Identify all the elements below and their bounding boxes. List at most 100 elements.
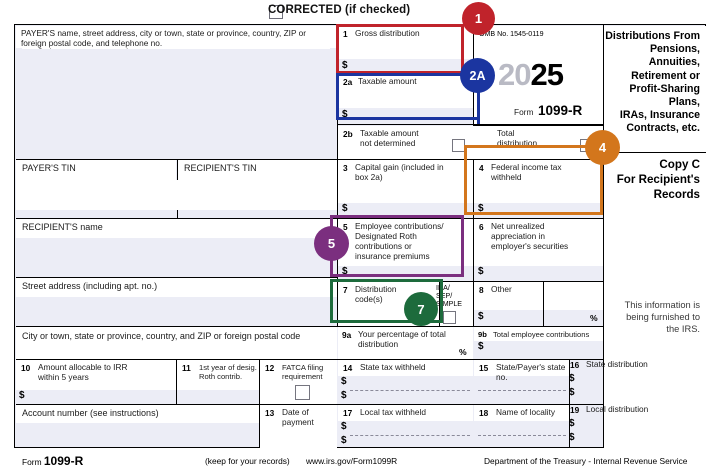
recipient-name-labelbg [16, 219, 337, 238]
box-4-number: 4 [479, 163, 484, 173]
rule-b7-top [337, 281, 603, 282]
box-19[interactable]: 19 Local distribution $ $ [569, 404, 720, 449]
box-9b-number: 9b [478, 330, 487, 339]
irs-notice-3: the IRS. [666, 324, 700, 334]
title-line-5: IRAs, Insurance [619, 109, 700, 122]
box-10[interactable]: 10 Amount allocable to IRR within 5 year… [16, 360, 176, 404]
corrected-checkbox[interactable] [269, 5, 283, 19]
box-10-label-1: Amount allocable to IRR [38, 362, 128, 372]
box-17-labelbg [338, 405, 473, 421]
box-7-number: 7 [343, 285, 348, 295]
box-11-label-1: 1st year of desig. [199, 363, 257, 372]
box-16-label: State distribution [586, 359, 648, 369]
box-19-dollar-2: $ [569, 432, 575, 443]
rule-title-bottom [604, 152, 706, 153]
box-11-label-2: Roth contrib. [199, 372, 243, 381]
box-3-dollar: $ [342, 203, 348, 214]
box-1[interactable]: 1 Gross distribution $ [338, 26, 473, 73]
annotation-box-7 [330, 279, 443, 323]
street-address-cell[interactable]: Street address (including apt. no.) [16, 278, 337, 326]
box-12-number: 12 [265, 363, 275, 373]
box-9a-number: 9a [342, 330, 352, 340]
city-cell[interactable]: City or town, state or province, country… [16, 327, 337, 359]
box-15-labelbg [474, 360, 569, 376]
box-4-labelbg [474, 160, 603, 203]
box-14-dashline [350, 390, 470, 391]
recipient-tin-labelbg [178, 160, 337, 180]
box-8-label: Other [491, 284, 512, 294]
recipient-tin-label: RECIPIENT'S TIN [184, 163, 257, 173]
box-6[interactable]: 6 Net unrealized appreciation in employe… [474, 219, 603, 281]
box-9b[interactable]: 9b Total employee contributions $ [474, 327, 603, 359]
box-3-number: 3 [343, 163, 348, 173]
recipient-tin-cell[interactable]: RECIPIENT'S TIN [178, 160, 337, 218]
street-labelbg [16, 278, 337, 297]
box-6-dollar: $ [478, 266, 484, 277]
omb-cell: OMB No. 1545-0119 Form 1099-R [474, 26, 603, 125]
annotation-bubble-5: 5 [314, 226, 349, 261]
box-7-ira-3: SIMPLE [436, 300, 463, 308]
box-3-label-1: Capital gain (included in [355, 162, 444, 172]
box-14[interactable]: 14 State tax withheld $ $ [338, 360, 473, 404]
annotation-leg-2a [477, 90, 480, 124]
box-2b-label-2: not determined [360, 138, 416, 148]
corrected-label: CORRECTED (if checked) [268, 4, 411, 16]
title-line-1: Distributions From [605, 30, 700, 42]
box-15[interactable]: 15 State/Payer's state no. [474, 360, 569, 404]
box-10-dollar: $ [19, 390, 25, 401]
box-17[interactable]: 17 Local tax withheld $ $ [338, 405, 473, 448]
divider-b10-b11 [176, 360, 177, 404]
box-15-dashline [478, 390, 566, 391]
box-7-label-1: Distribution [355, 284, 397, 294]
box-18-labelbg [474, 405, 569, 421]
copy-sub-2: Records [653, 188, 700, 201]
box-1-label: Gross distribution [355, 28, 420, 38]
box-9a-label-1: Your percentage of total [358, 329, 446, 339]
box-12-label-2: requirement [282, 372, 323, 381]
annotation-bubble-2a: 2A [460, 58, 495, 93]
tax-year-bold: 25 [530, 57, 563, 92]
box-11-labelbg [177, 360, 259, 390]
box-6-label-2: appreciation in [491, 231, 545, 241]
box-15-number: 15 [479, 363, 489, 373]
divider-b11-b12 [259, 360, 260, 404]
box-2b-row[interactable]: 2b Taxable amount not determined Total d… [338, 126, 603, 159]
box-8-labelbg [474, 282, 603, 310]
box-13-label-2: payment [282, 417, 314, 427]
annotation-bubble-4: 4 [585, 130, 620, 165]
payer-tin-cell[interactable]: PAYER'S TIN [16, 160, 176, 218]
rule-row10-top [16, 359, 603, 360]
recipient-name-cell[interactable]: RECIPIENT'S name [16, 219, 337, 277]
box-3[interactable]: 3 Capital gain (included in box 2a) $ [338, 160, 473, 218]
box-16[interactable]: 16 State distribution $ $ [569, 359, 720, 404]
annotation-box-2a [336, 73, 480, 120]
box-8-dollar: $ [478, 311, 484, 322]
box-14-number: 14 [343, 363, 353, 373]
box-11-number: 11 [182, 363, 191, 373]
box-4-label-1: Federal income tax [491, 162, 562, 172]
box-9b-labelbg [474, 327, 603, 341]
street-address-label: Street address (including apt. no.) [22, 281, 158, 291]
account-number-cell[interactable]: Account number (see instructions) [16, 405, 259, 448]
box-12-checkbox[interactable] [295, 385, 310, 400]
box-12[interactable]: 12 FATCA filing requirement [260, 360, 337, 404]
box-5[interactable]: 5 Employee contributions/ Designated Rot… [338, 219, 473, 281]
box-5-dollar: $ [342, 266, 348, 277]
box-11[interactable]: 11 1st year of desig. Roth contrib. [177, 360, 259, 404]
box-16-dollar-1: $ [569, 373, 575, 384]
box-14-dollar-2: $ [341, 390, 347, 401]
rule-street-top [16, 277, 337, 278]
box-9a[interactable]: 9a Your percentage of total distribution… [338, 327, 473, 359]
box-18[interactable]: 18 Name of locality [474, 405, 569, 448]
box-7-ira-checkbox[interactable] [443, 311, 456, 324]
box-19-dollar-1: $ [569, 418, 575, 429]
tin-input-area[interactable] [16, 180, 337, 210]
annotation-box-1 [336, 24, 464, 74]
footer-url[interactable]: www.irs.gov/Form1099R [306, 456, 398, 466]
rule-omb-bottom [474, 125, 603, 126]
box-8[interactable]: 8 Other $ % [474, 282, 603, 326]
box-4[interactable]: 4 Federal income tax withheld $ [474, 160, 603, 218]
box-2a[interactable]: 2a Taxable amount $ [338, 74, 473, 124]
box-13[interactable]: 13 Date of payment [260, 405, 337, 448]
box-17-dollar-1: $ [341, 421, 347, 432]
